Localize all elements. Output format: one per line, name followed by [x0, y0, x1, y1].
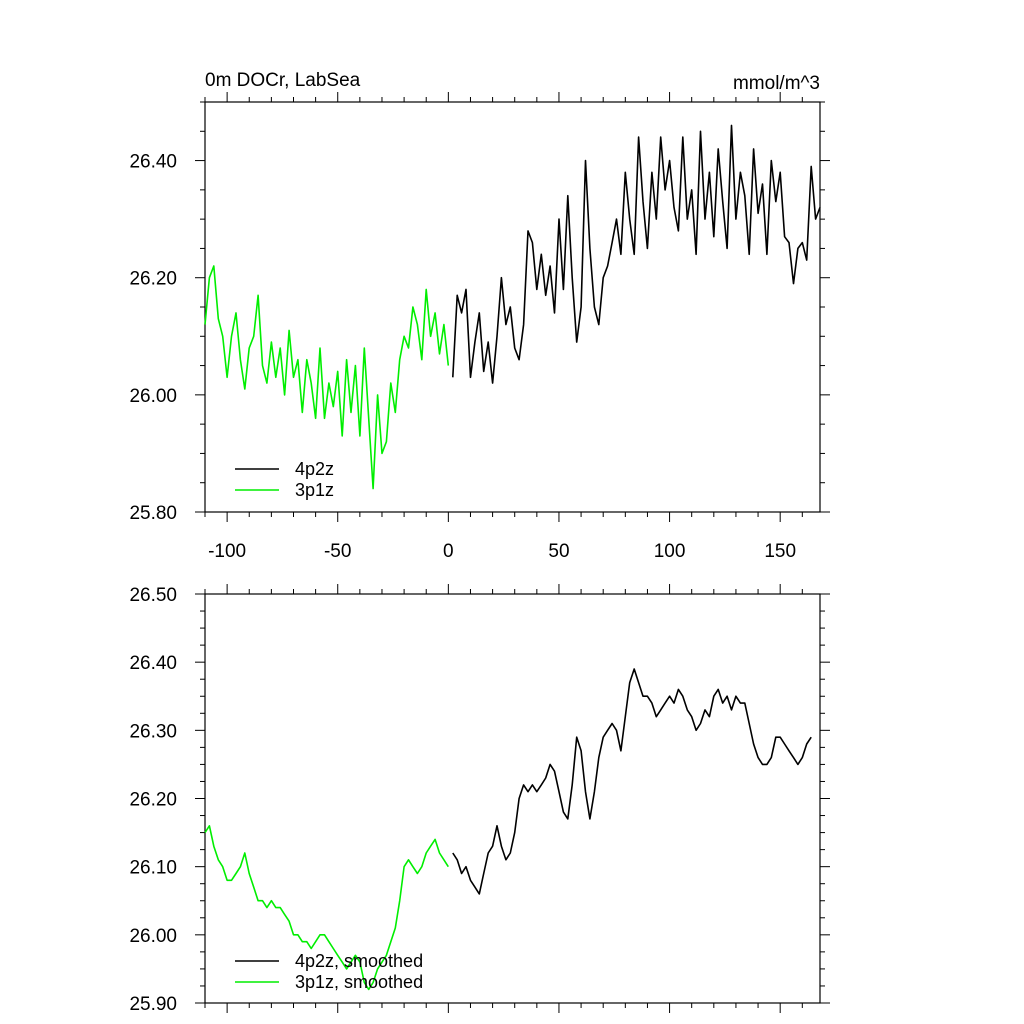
bottom-series-line-a — [452, 668, 812, 895]
top-x-tick-label: 100 — [654, 541, 686, 562]
top-y-tick-label: 26.20 — [129, 269, 177, 290]
top-legend-label: 4p2z — [295, 459, 334, 479]
bottom-y-tick-label: 26.00 — [129, 926, 177, 947]
top-y-tick-label: 25.80 — [129, 503, 177, 524]
bottom-y-tick-label: 26.30 — [129, 721, 177, 742]
bottom-y-tick-label: 25.90 — [129, 994, 177, 1015]
top-series-line-b — [204, 265, 450, 490]
top-units-label: mmol/m^3 — [733, 73, 820, 94]
top-plot-frame — [204, 101, 821, 513]
top-x-tick-label: 0 — [443, 541, 454, 562]
bottom-plot-frame — [204, 593, 821, 1004]
bottom-legend-label: 4p2z, smoothed — [295, 951, 423, 971]
top-x-tick-label: 150 — [764, 541, 796, 562]
top-y-tick-label: 26.00 — [129, 386, 177, 407]
top-chart-title: 0m DOCr, LabSea — [205, 70, 361, 91]
bottom-legend-label: 3p1z, smoothed — [295, 972, 423, 992]
top-legend-label: 3p1z — [295, 480, 334, 500]
top-x-tick-label: -50 — [324, 541, 351, 562]
bottom-y-tick-label: 26.10 — [129, 858, 177, 879]
top-y-tick-label: 26.40 — [129, 152, 177, 173]
top-x-tick-label: 50 — [548, 541, 569, 562]
top-series-line-a — [452, 124, 821, 384]
bottom-y-tick-label: 26.50 — [129, 585, 177, 606]
bottom-series-line-b — [204, 824, 449, 991]
top-x-tick-label: -100 — [208, 541, 246, 562]
bottom-y-tick-label: 26.40 — [129, 653, 177, 674]
panel-top: -100 -50 0 50 100 150 25.80 26.00 26.20 26.40 0m D… — [129, 70, 830, 562]
panel-bottom: 25.90 26.00 26.10 26.20 26.30 26.40 26.50 4p2z,… — [129, 584, 830, 1015]
bottom-y-tick-label: 26.20 — [129, 790, 177, 811]
